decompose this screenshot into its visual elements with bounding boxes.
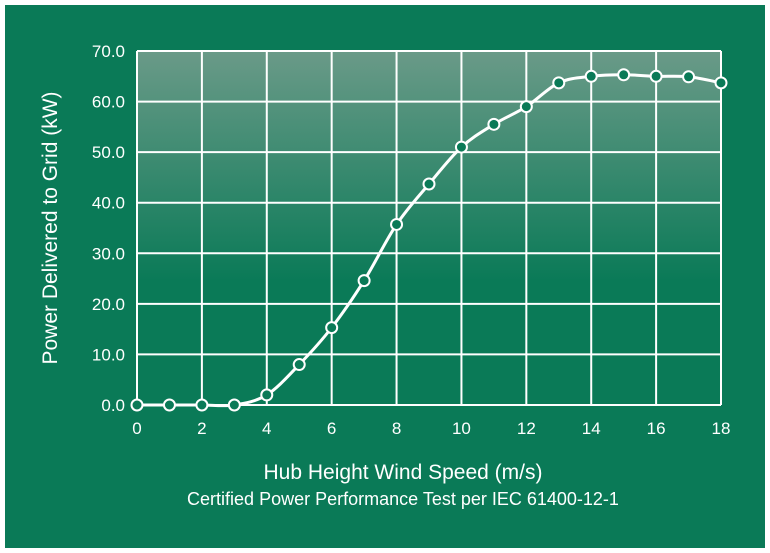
data-point-10 bbox=[454, 140, 468, 154]
data-point-16 bbox=[649, 69, 663, 83]
chart-frame: 0.0 10.0 20.0 30.0 40.0 50.0 60.0 70.0 0 2 4 6 8 10 1… bbox=[5, 5, 765, 548]
x-tick-label: 16 bbox=[647, 419, 666, 438]
data-point-4 bbox=[260, 388, 274, 402]
y-tick-label: 10.0 bbox=[92, 345, 125, 364]
x-tick-label: 14 bbox=[582, 419, 601, 438]
data-point-9 bbox=[422, 177, 436, 191]
data-point-8 bbox=[390, 217, 404, 231]
data-point-6 bbox=[325, 321, 339, 335]
x-axis-label: Hub Height Wind Speed (m/s) bbox=[264, 461, 543, 484]
x-tick-label: 8 bbox=[392, 419, 401, 438]
y-axis-label: Power Delivered to Grid (kW) bbox=[39, 91, 62, 364]
y-tick-label: 60.0 bbox=[92, 93, 125, 112]
x-axis-ticks: 0 2 4 6 8 10 12 14 16 18 bbox=[132, 419, 730, 438]
data-point-17 bbox=[682, 70, 696, 84]
data-point-13 bbox=[552, 76, 566, 90]
y-tick-label: 40.0 bbox=[92, 194, 125, 213]
data-point-11 bbox=[487, 117, 501, 131]
y-tick-label: 0.0 bbox=[101, 396, 125, 415]
power-curve-chart: 0.0 10.0 20.0 30.0 40.0 50.0 60.0 70.0 0 2 4 6 8 10 1… bbox=[39, 42, 730, 509]
x-tick-label: 12 bbox=[517, 419, 536, 438]
data-point-7 bbox=[357, 274, 371, 288]
data-point-5 bbox=[292, 358, 306, 372]
data-point-1 bbox=[162, 398, 176, 412]
data-point-2 bbox=[195, 398, 209, 412]
x-tick-label: 10 bbox=[452, 419, 471, 438]
x-tick-label: 18 bbox=[712, 419, 731, 438]
y-axis-ticks: 0.0 10.0 20.0 30.0 40.0 50.0 60.0 70.0 bbox=[92, 42, 125, 415]
x-tick-label: 2 bbox=[197, 419, 206, 438]
y-tick-label: 20.0 bbox=[92, 295, 125, 314]
data-point-12 bbox=[519, 100, 533, 114]
y-tick-label: 30.0 bbox=[92, 244, 125, 263]
x-tick-label: 0 bbox=[132, 419, 141, 438]
y-tick-label: 70.0 bbox=[92, 42, 125, 61]
x-tick-label: 6 bbox=[327, 419, 336, 438]
x-tick-label: 4 bbox=[262, 419, 271, 438]
data-point-15 bbox=[617, 68, 631, 82]
plot-area bbox=[137, 51, 721, 405]
data-points bbox=[130, 68, 728, 412]
chart-subtitle: Certified Power Performance Test per IEC… bbox=[187, 489, 619, 509]
data-point-18 bbox=[714, 76, 728, 90]
data-point-14 bbox=[584, 69, 598, 83]
y-tick-label: 50.0 bbox=[92, 143, 125, 162]
data-point-3 bbox=[227, 398, 241, 412]
data-point-0 bbox=[130, 398, 144, 412]
